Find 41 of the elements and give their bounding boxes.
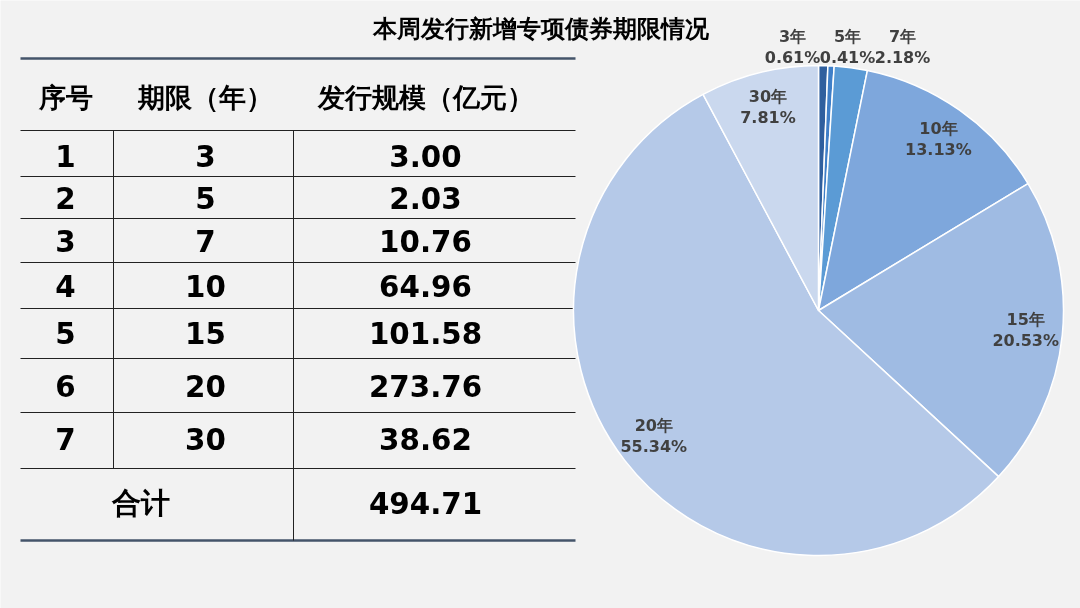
slice-label: 7年 bbox=[888, 27, 917, 46]
text: 64.96 bbox=[379, 269, 472, 304]
data-label: 55.34% bbox=[620, 437, 688, 457]
slice-label: 10年 bbox=[919, 118, 958, 138]
text: 6 bbox=[55, 369, 76, 404]
data-label: 0.41% bbox=[819, 48, 876, 67]
text: 494.71 bbox=[368, 486, 483, 521]
text: 4 bbox=[55, 269, 76, 304]
data-label: 7.81% bbox=[740, 107, 796, 127]
text: 20 bbox=[185, 369, 226, 404]
slice-label: 20年 bbox=[634, 416, 673, 436]
slice-label: 30年 bbox=[748, 86, 788, 106]
data-label: 0.61% bbox=[764, 48, 821, 67]
text: 7 bbox=[55, 422, 76, 457]
text: 发行规模（亿元） bbox=[316, 82, 534, 113]
text: 30 bbox=[185, 422, 226, 457]
text: 7 bbox=[195, 224, 216, 259]
text: 10.76 bbox=[379, 224, 472, 259]
text: 2.03 bbox=[389, 181, 462, 216]
text: 5 bbox=[195, 181, 216, 216]
text: 期限（年） bbox=[137, 82, 273, 113]
data-label: 20.53% bbox=[992, 330, 1060, 350]
text: 1 bbox=[55, 139, 76, 174]
chart-title: 本周发行新增专项债券期限情况 bbox=[371, 14, 710, 43]
text: 5 bbox=[55, 316, 76, 351]
slice-label: 5年 bbox=[833, 27, 862, 46]
text: 3.00 bbox=[389, 139, 462, 174]
text: 101.58 bbox=[368, 316, 483, 351]
text: 序号 bbox=[37, 82, 93, 113]
text: 10 bbox=[185, 269, 226, 304]
data-label: 2.18% bbox=[874, 48, 931, 67]
text: 3 bbox=[55, 224, 76, 259]
text: 2 bbox=[55, 181, 76, 216]
text: 38.62 bbox=[379, 422, 472, 457]
text: 合计 bbox=[110, 485, 170, 520]
text: 3 bbox=[195, 139, 216, 174]
text: 273.76 bbox=[368, 369, 483, 404]
data-label: 13.13% bbox=[905, 139, 972, 159]
text: 15 bbox=[185, 316, 226, 351]
slice-label: 3年 bbox=[778, 27, 807, 46]
slice-label: 15年 bbox=[1006, 309, 1045, 329]
